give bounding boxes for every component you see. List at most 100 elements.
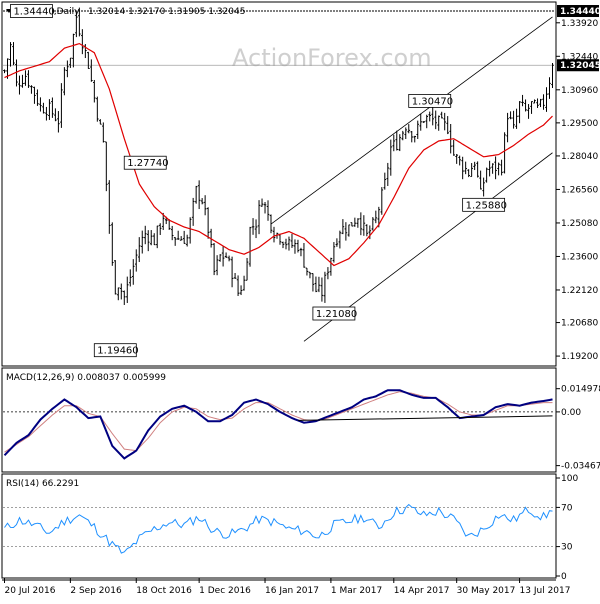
price-bar — [512, 110, 515, 129]
price-annotations: 1.34440 1.27740 1.19460 1.21080 1.30470 1.258… — [10, 4, 507, 358]
price-bar — [233, 272, 237, 279]
price-bar — [392, 134, 396, 152]
x-tick-label: 2 Sep 2016 — [70, 586, 122, 596]
price-bar — [281, 241, 285, 249]
watermark: ActionForex.com — [232, 44, 432, 72]
price-bar — [551, 63, 554, 88]
rsi-title: RSI(14) 66.2291 — [6, 479, 79, 489]
price-bar — [224, 252, 228, 258]
price-bar — [122, 290, 126, 305]
resistance-price-box-label: 1.34440 — [560, 7, 600, 17]
price-bar — [27, 70, 30, 88]
price-bar — [506, 112, 509, 143]
price-bar — [69, 57, 72, 68]
price-bar — [215, 255, 219, 276]
price-tick-label: 1.29500 — [561, 119, 598, 129]
price-label: 1.27740 — [127, 158, 168, 169]
price-bar — [545, 87, 548, 112]
price-bar — [185, 234, 189, 247]
price-label-box — [312, 306, 356, 321]
price-bar — [87, 51, 90, 70]
price-reference-lines — [3, 10, 554, 66]
price-bar — [410, 130, 414, 143]
price-bar — [57, 111, 60, 133]
price-tick-label: 1.23600 — [561, 252, 598, 262]
price-bar — [440, 111, 444, 119]
price-bar — [102, 122, 105, 143]
price-bar — [527, 104, 530, 119]
price-bar — [326, 267, 330, 280]
price-tick-label: 1.22120 — [561, 286, 598, 296]
price-bar — [365, 224, 369, 237]
price-bar — [266, 200, 270, 221]
price-bar — [99, 119, 102, 125]
price-bar — [479, 170, 482, 190]
moving-average — [4, 42, 553, 267]
price-bar — [203, 195, 207, 216]
price-bar — [218, 254, 222, 262]
price-bar — [90, 59, 93, 82]
price-bar — [179, 236, 183, 241]
price-bar — [125, 276, 129, 303]
price-bar — [39, 97, 42, 112]
price-bar — [254, 219, 258, 239]
macd-tick-label: 0.014978 — [561, 385, 600, 395]
price-bar — [536, 98, 539, 108]
price-bar — [155, 225, 159, 249]
price-bars — [3, 7, 554, 305]
x-tick-label: 18 Oct 2016 — [136, 586, 192, 596]
price-bar — [317, 276, 321, 293]
macd-axis-ticks: 0.014978 0.00 -0.034678 — [556, 385, 600, 472]
ohlc-label: 1.32014 1.32170 1.31905 1.32045 — [88, 7, 245, 17]
macd-title: MACD(12,26,9) 0.008037 0.005999 — [6, 373, 166, 383]
price-bar — [542, 94, 545, 110]
price-bar — [12, 42, 15, 66]
price-bar — [308, 271, 312, 279]
price-bar — [260, 198, 264, 207]
price-bar — [158, 223, 162, 235]
macd-tick-label: 0.00 — [561, 408, 581, 418]
price-bar — [341, 219, 345, 235]
price-bar — [296, 239, 300, 253]
price-bar — [152, 233, 156, 246]
price-bar — [482, 177, 485, 197]
macd-trendline — [297, 415, 553, 421]
price-label: 1.19460 — [97, 346, 138, 357]
price-tick-label: 1.33920 — [561, 19, 598, 29]
price-bar — [320, 277, 324, 302]
price-bar — [182, 230, 186, 244]
price-label-box — [93, 343, 137, 358]
price-bar — [137, 237, 141, 263]
price-bar — [386, 162, 390, 186]
rsi-tick-label: 70 — [561, 503, 573, 513]
price-panel-frame — [1, 1, 557, 367]
price-bar — [416, 120, 420, 140]
price-bar — [111, 222, 114, 266]
price-right-boxes: 1.34440 1.32045 — [557, 5, 600, 72]
price-bar — [356, 218, 360, 228]
price-bar — [401, 130, 405, 141]
price-bar — [188, 217, 192, 244]
price-bar — [314, 276, 318, 293]
price-label: 1.30470 — [412, 96, 453, 107]
price-bar — [518, 101, 521, 124]
price-bar — [212, 243, 216, 276]
price-bar — [134, 249, 138, 272]
price-label-box — [462, 197, 506, 212]
resistance-price-box — [557, 5, 599, 18]
price-bar — [452, 139, 455, 156]
price-bar — [524, 99, 527, 112]
price-bar — [425, 114, 429, 129]
price-bar — [176, 230, 180, 240]
price-axis-ticks: 1.33920 1.32440 1.30960 1.29500 1.28040 1.265… — [556, 19, 598, 362]
price-bar — [533, 99, 536, 104]
price-bar — [491, 163, 494, 174]
price-tick-label: 1.30960 — [561, 86, 598, 96]
price-bar — [96, 96, 99, 122]
price-bar — [105, 141, 108, 192]
price-bar — [60, 83, 63, 128]
price-bar — [63, 67, 66, 96]
price-bar — [131, 259, 135, 285]
